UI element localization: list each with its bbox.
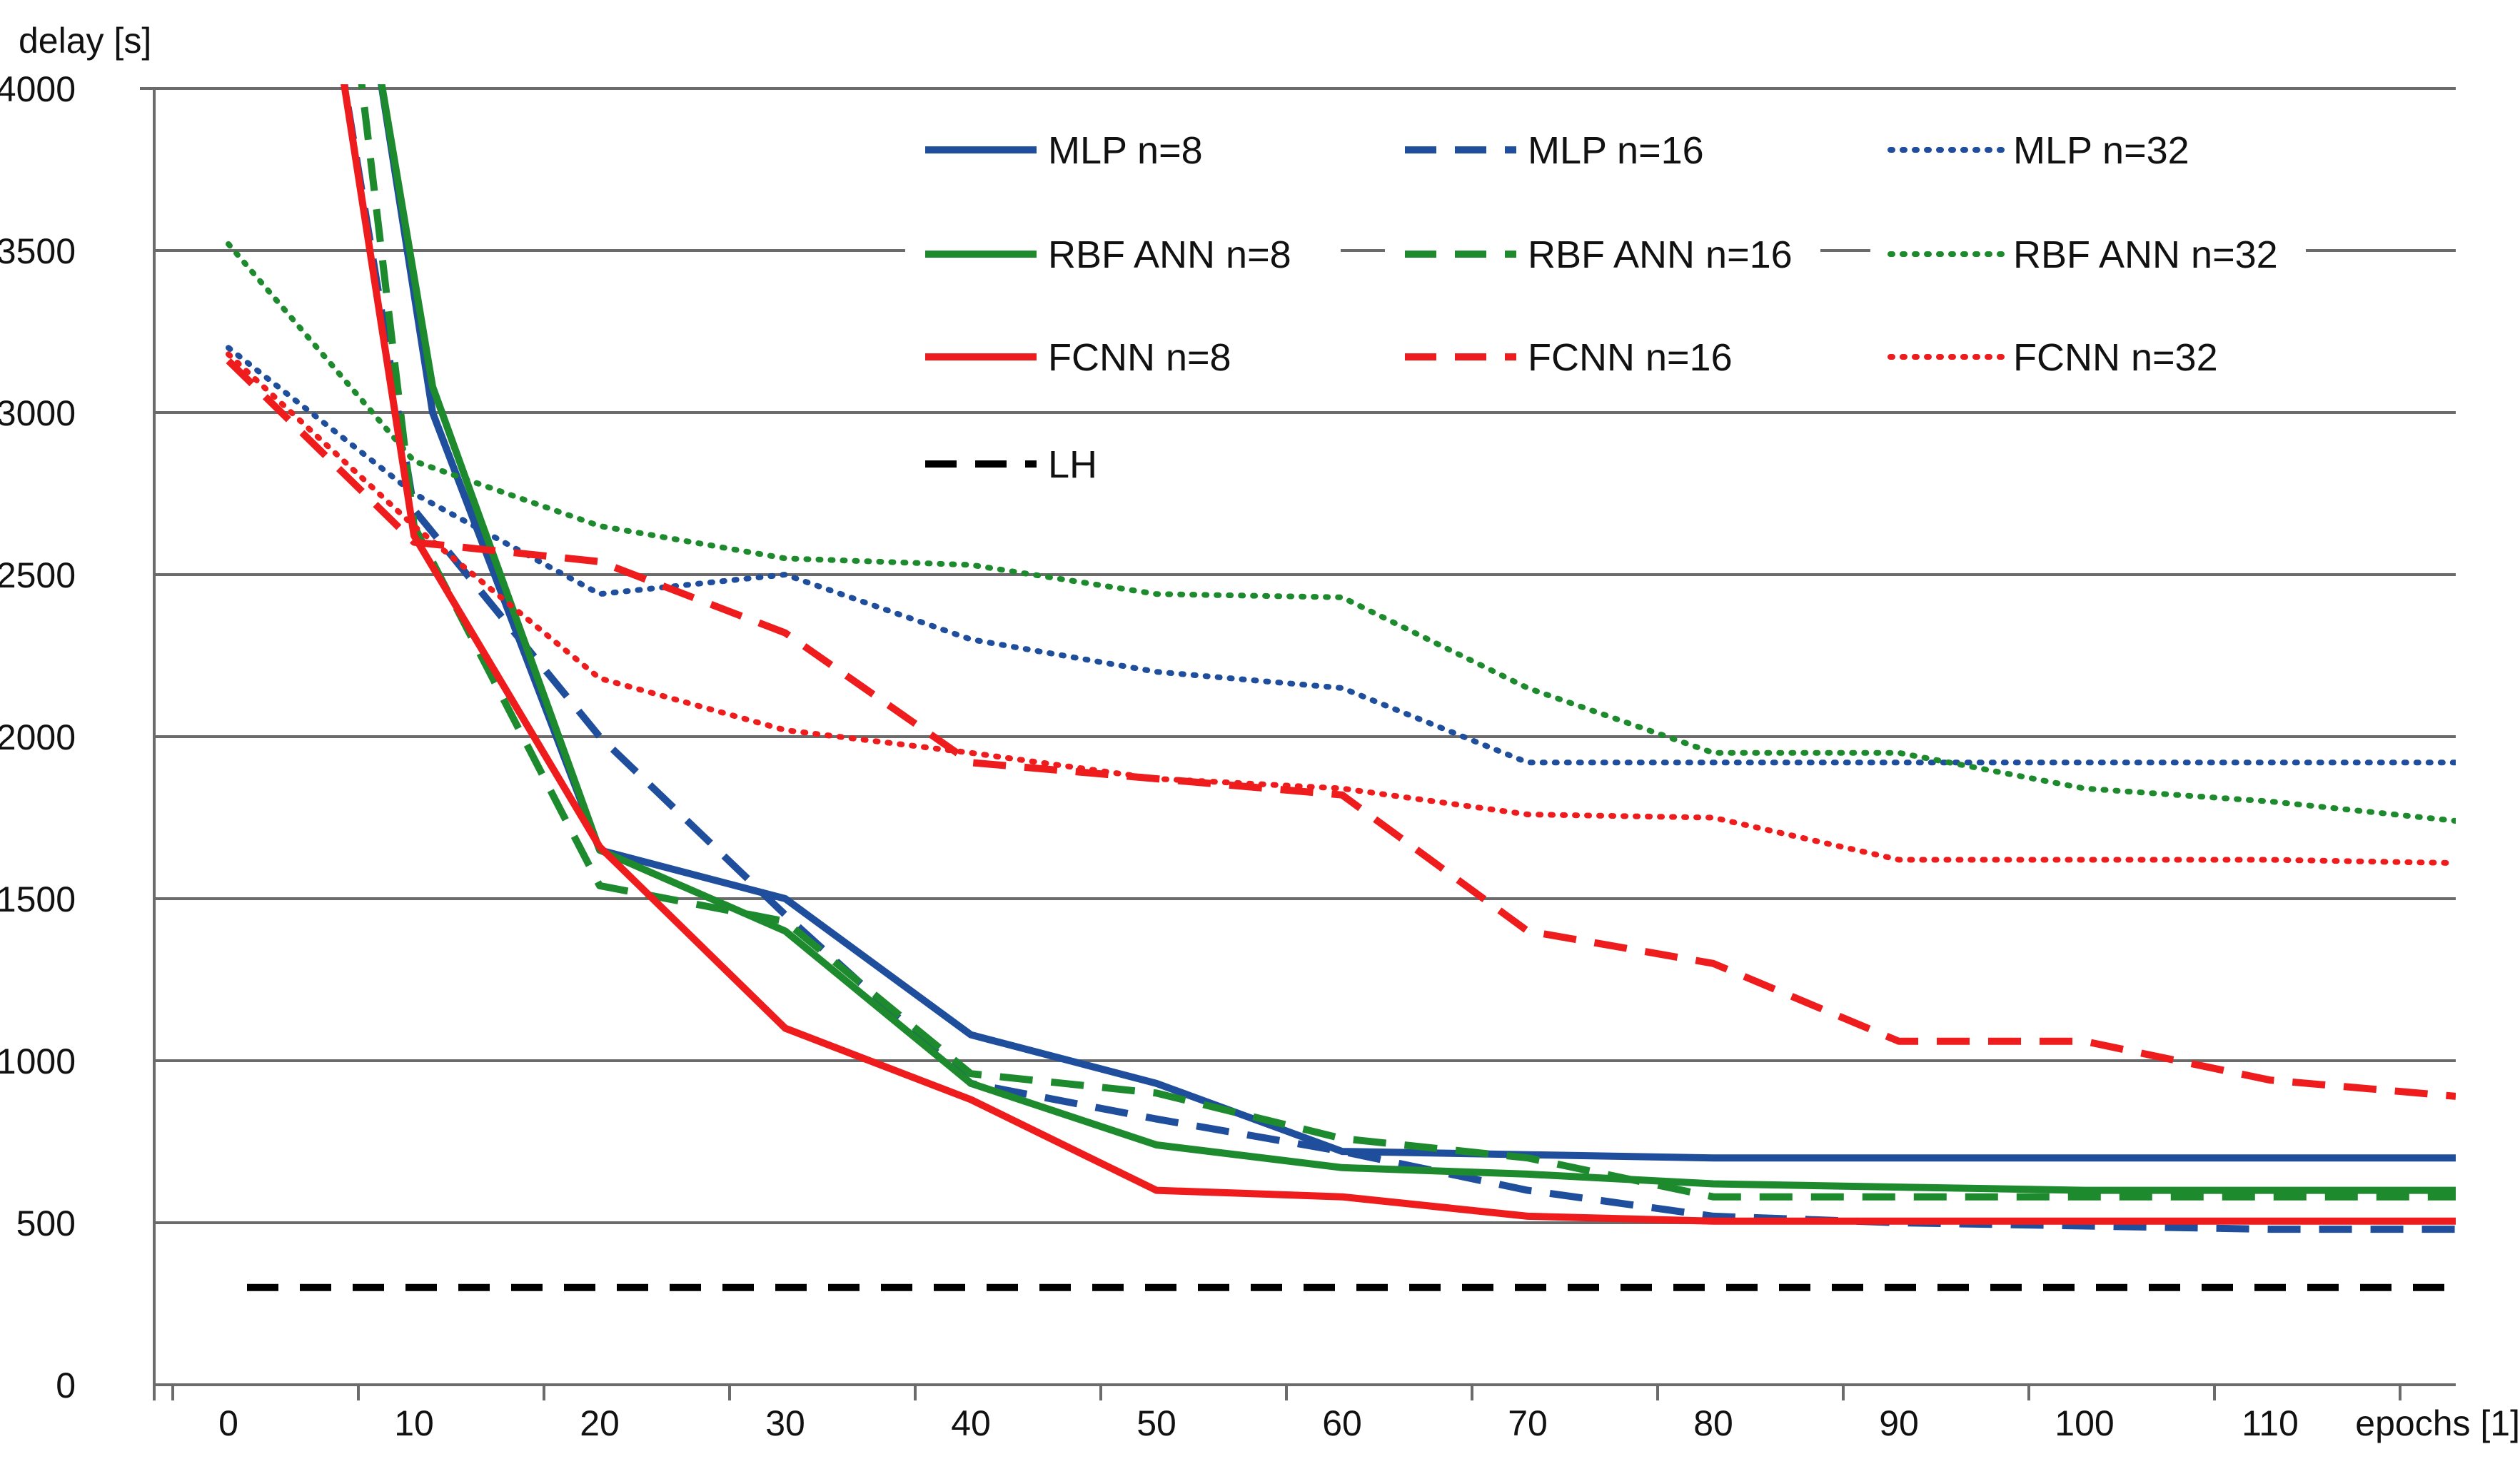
series-layer bbox=[226, 84, 2456, 1291]
y-tick-label-4000: 4000 bbox=[0, 69, 76, 109]
legend-bg-lh bbox=[905, 427, 1341, 498]
legend-label-mlp-n-16: MLP n=16 bbox=[1528, 129, 1704, 172]
legend-label-mlp-n-8: MLP n=8 bbox=[1048, 129, 1203, 172]
y-axis-title: delay [s] bbox=[19, 21, 151, 61]
legend-label-rbf-ann-n-16: RBF ANN n=16 bbox=[1528, 233, 1793, 276]
y-tick-label-2500: 2500 bbox=[0, 555, 76, 595]
series-line-rbf-ann-n-32 bbox=[226, 241, 2456, 824]
x-tick-label-40: 40 bbox=[951, 1403, 991, 1443]
legend-label-fcnn-n-16: FCNN n=16 bbox=[1528, 336, 1733, 379]
legend-label-rbf-ann-n-8: RBF ANN n=8 bbox=[1048, 233, 1291, 276]
legend-label-lh: LH bbox=[1048, 443, 1097, 486]
y-tick-label-500: 500 bbox=[16, 1203, 76, 1243]
legend: MLP n=8 MLP n=16 MLP n=32 RBF ANN n=8 RBF AN… bbox=[905, 113, 2306, 498]
y-tick-label-3000: 3000 bbox=[0, 393, 76, 433]
x-tick-label-70: 70 bbox=[1508, 1403, 1548, 1443]
series-line-fcnn-n-16 bbox=[226, 358, 2456, 1100]
y-tick-label-2000: 2000 bbox=[0, 717, 76, 757]
x-tick-label-30: 30 bbox=[765, 1403, 805, 1443]
y-tick-label-0: 0 bbox=[56, 1365, 76, 1405]
x-tick-label-0: 0 bbox=[218, 1403, 238, 1443]
x-tick-label-10: 10 bbox=[394, 1403, 434, 1443]
x-tick-label-80: 80 bbox=[1693, 1403, 1733, 1443]
x-tick-label-90: 90 bbox=[1879, 1403, 1919, 1443]
x-tick-label-20: 20 bbox=[580, 1403, 620, 1443]
y-tick-label-1000: 1000 bbox=[0, 1041, 76, 1081]
series-line-fcnn-n-32 bbox=[226, 351, 2456, 867]
axes: 0 500 1000 1500 2000 2500 3000 3500 4000 0 10 20 30 4… bbox=[0, 69, 2456, 1443]
legend-label-rbf-ann-n-32: RBF ANN n=32 bbox=[2013, 233, 2278, 276]
y-tick-label-1500: 1500 bbox=[0, 879, 76, 919]
series-line-rbf-ann-n-16 bbox=[358, 84, 2456, 1201]
series-line-mlp-n-16 bbox=[341, 84, 2456, 1233]
x-axis-title: epochs [1] bbox=[2355, 1403, 2520, 1443]
x-tick-label-100: 100 bbox=[2055, 1403, 2114, 1443]
x-tick-label-50: 50 bbox=[1136, 1403, 1176, 1443]
series-line-mlp-n-32 bbox=[226, 345, 2456, 766]
legend-label-fcnn-n-8: FCNN n=8 bbox=[1048, 336, 1231, 379]
y-tick-label-3500: 3500 bbox=[0, 231, 76, 271]
x-tick-label-110: 110 bbox=[2242, 1403, 2299, 1443]
legend-label-mlp-n-32: MLP n=32 bbox=[2013, 129, 2189, 172]
x-tick-label-60: 60 bbox=[1322, 1403, 1362, 1443]
series-line-fcnn-n-8 bbox=[341, 84, 2456, 1225]
legend-label-fcnn-n-32: FCNN n=32 bbox=[2013, 336, 2218, 379]
